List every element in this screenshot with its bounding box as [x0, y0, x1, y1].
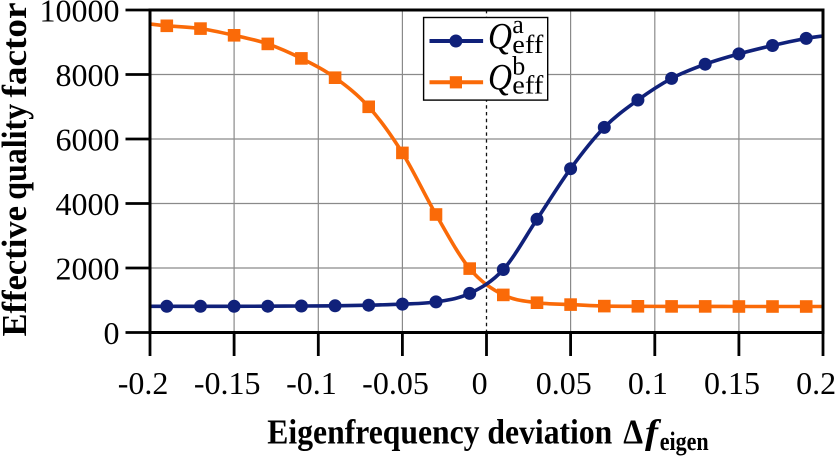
- svg-text:-0.05: -0.05: [362, 365, 429, 401]
- svg-text:-0.15: -0.15: [194, 365, 261, 401]
- svg-text:Eigenfrequency deviation: Eigenfrequency deviation: [267, 413, 612, 452]
- svg-text:a: a: [512, 10, 524, 39]
- svg-text:2000: 2000: [56, 250, 120, 286]
- svg-text:eigen: eigen: [660, 427, 709, 456]
- svg-text:-0.1: -0.1: [286, 365, 337, 401]
- svg-text:factor: factor: [0, 3, 34, 98]
- svg-text:0: 0: [104, 315, 120, 351]
- svg-text:0.05: 0.05: [536, 365, 592, 401]
- svg-text:eff: eff: [512, 70, 543, 99]
- svg-text:6000: 6000: [56, 121, 120, 157]
- svg-text:eff: eff: [512, 30, 543, 59]
- svg-text:Effective: Effective: [0, 206, 34, 337]
- svg-text:0: 0: [472, 365, 488, 401]
- svg-text:Q: Q: [488, 58, 512, 99]
- svg-text:0.2: 0.2: [796, 365, 836, 401]
- svg-text:10000: 10000: [40, 0, 120, 28]
- svg-text:Q: Q: [488, 17, 512, 58]
- svg-text:0.1: 0.1: [628, 365, 668, 401]
- svg-text:Δ: Δ: [623, 413, 643, 452]
- svg-text:8000: 8000: [56, 57, 120, 93]
- svg-text:0.15: 0.15: [704, 365, 760, 401]
- svg-text:b: b: [512, 52, 525, 81]
- svg-text:quality: quality: [0, 103, 34, 199]
- svg-text:4000: 4000: [56, 186, 120, 222]
- svg-text:f: f: [645, 413, 662, 452]
- svg-text:-0.2: -0.2: [118, 365, 169, 401]
